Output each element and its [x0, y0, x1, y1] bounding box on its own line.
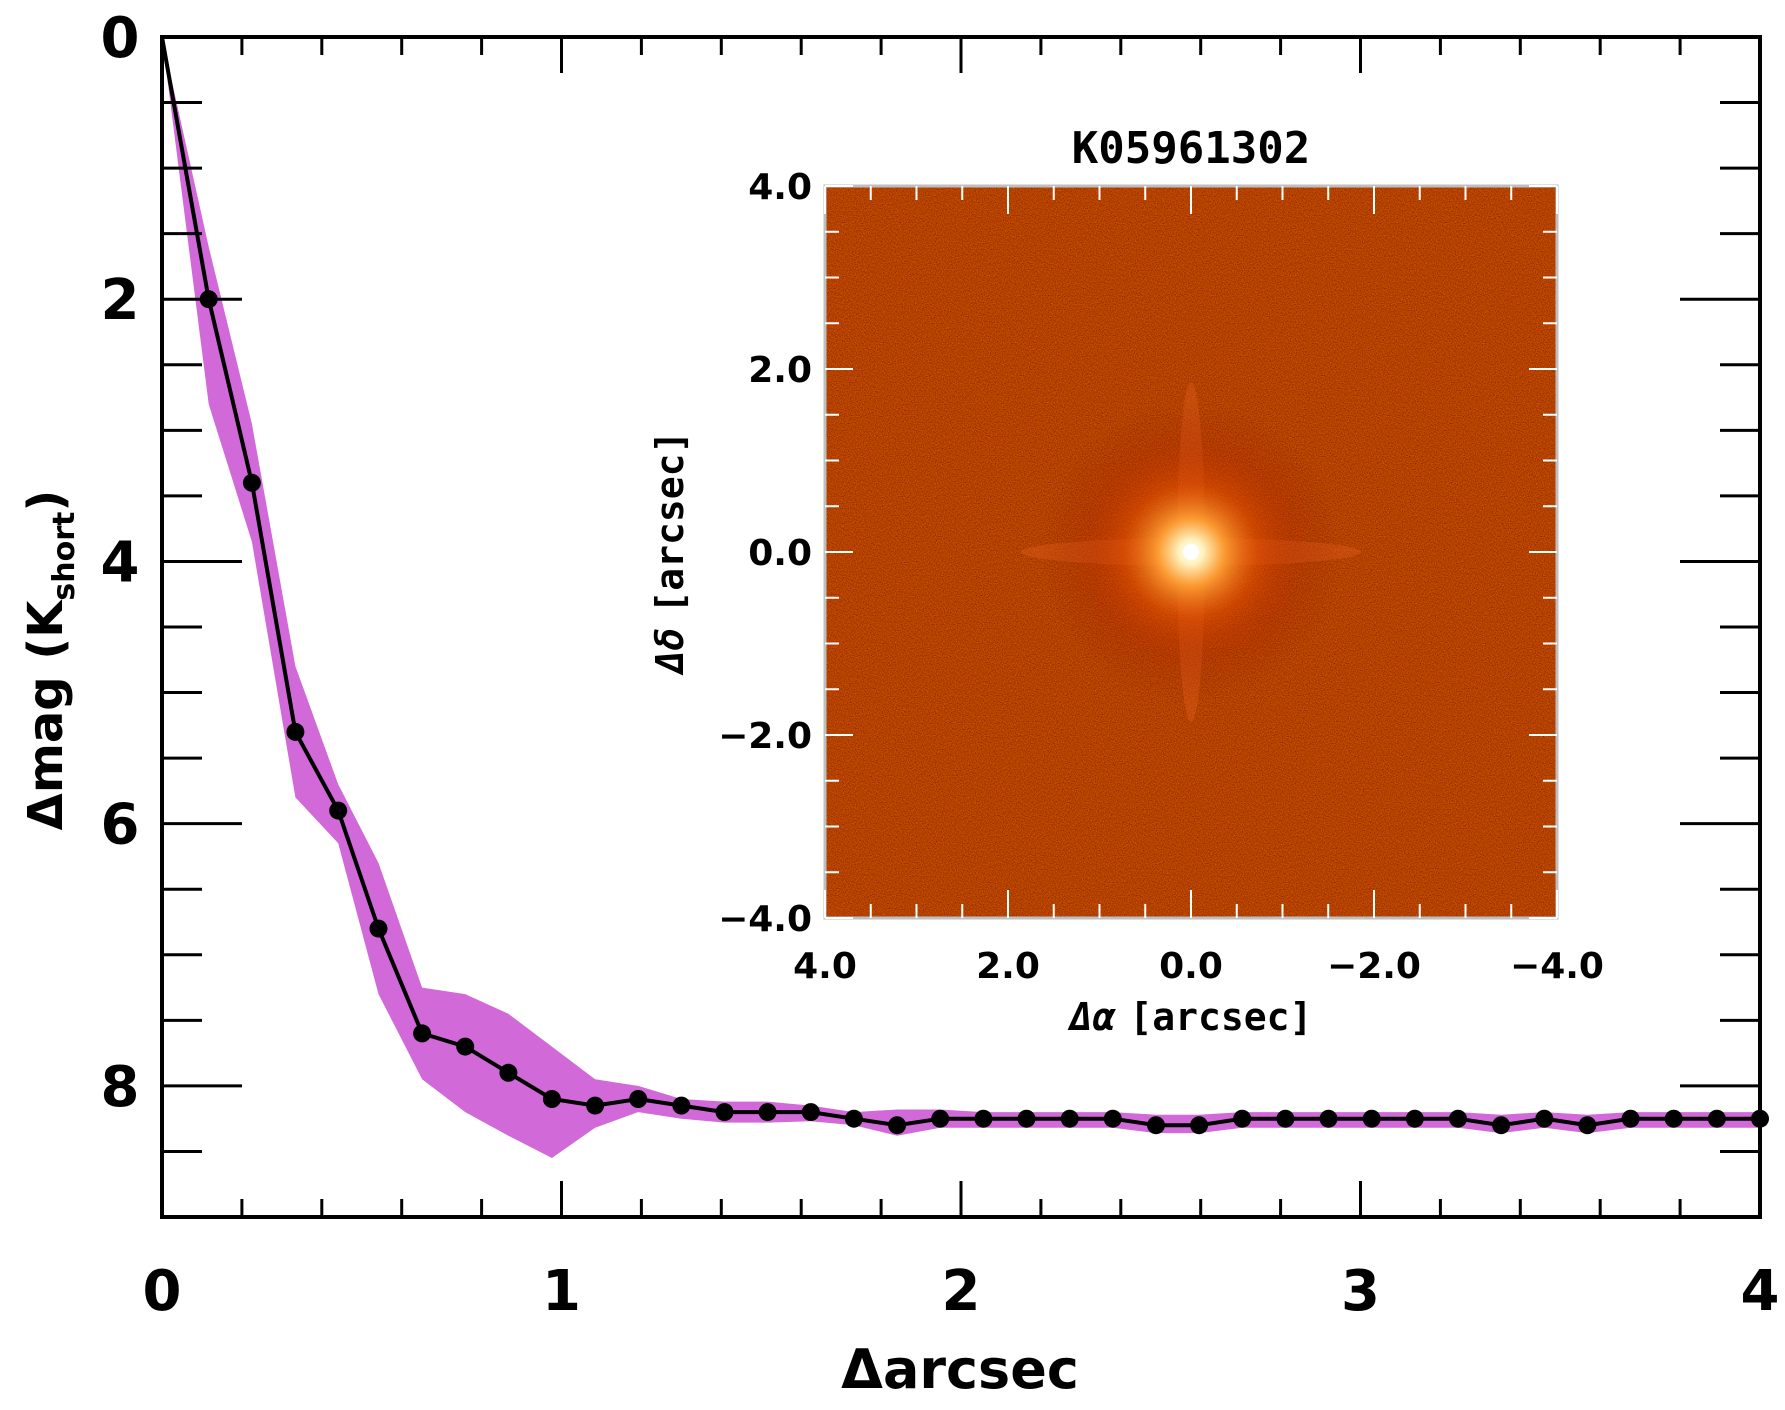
- x-tick-label: 0: [143, 1259, 182, 1324]
- data-point: [456, 1037, 475, 1056]
- inset-x-tick-label: 2.0: [976, 946, 1040, 987]
- data-point: [629, 1090, 648, 1108]
- inset-y-tick-label: 0.0: [748, 533, 812, 574]
- data-point: [1449, 1109, 1467, 1128]
- x-axis-label: Δarcsec: [841, 1338, 1079, 1401]
- data-point: [586, 1096, 605, 1115]
- y-tick-labels: 0 2 4 6 8: [101, 6, 140, 1120]
- inset-y-axis-label: Δδ[arcsec]: [648, 431, 692, 677]
- data-point: [542, 1090, 561, 1108]
- y-tick-label: 6: [101, 793, 140, 858]
- data-point: [329, 801, 348, 820]
- data-point: [1535, 1109, 1554, 1128]
- inset-image: [823, 184, 1559, 920]
- data-point: [888, 1116, 907, 1135]
- data-point: [1362, 1109, 1381, 1128]
- data-point: [1190, 1116, 1209, 1135]
- data-point: [1578, 1116, 1597, 1135]
- data-point: [413, 1024, 432, 1043]
- data-point: [1405, 1109, 1424, 1128]
- inset-x-tick-label: 4.0: [793, 946, 857, 987]
- data-point: [715, 1103, 734, 1122]
- data-point: [1233, 1109, 1252, 1128]
- data-point: [499, 1063, 518, 1082]
- axis-ticks: [160, 35, 1762, 1219]
- data-point: [758, 1103, 777, 1122]
- inset-x-axis-label: Δα [arcsec]: [1067, 995, 1313, 1039]
- x-tick-label: 2: [942, 1259, 981, 1324]
- x-tick-labels: 0 1 2 3 4: [143, 1259, 1780, 1324]
- x-tick-label: 4: [1741, 1259, 1780, 1324]
- inset-y-tick-labels: 4.0 2.0 0.0 −2.0 −4.0: [718, 167, 812, 940]
- inset-x-tick-label: −2.0: [1327, 946, 1421, 987]
- y-tick-label: 2: [101, 268, 140, 333]
- x-tick-label: 1: [542, 1259, 581, 1324]
- data-point: [1276, 1109, 1295, 1128]
- data-point: [1017, 1109, 1036, 1128]
- data-point: [286, 722, 305, 741]
- x-tick-label: 3: [1341, 1259, 1380, 1324]
- inset-y-tick-label: 4.0: [748, 167, 812, 208]
- data-point: [1664, 1109, 1683, 1128]
- inset-title: K05961302: [1072, 123, 1310, 174]
- data-point: [1147, 1116, 1165, 1135]
- inset-axis-ticks: [824, 185, 1558, 919]
- y-tick-label: 8: [101, 1055, 140, 1120]
- data-point: [844, 1109, 863, 1128]
- psf-core: [1183, 544, 1199, 560]
- data-point: [1621, 1109, 1640, 1128]
- y-tick-label: 0: [101, 6, 140, 71]
- y-tick-label: 4: [101, 530, 140, 595]
- data-point: [1707, 1109, 1726, 1128]
- data-point: [1319, 1109, 1338, 1128]
- data-point: [931, 1109, 950, 1128]
- data-point: [1492, 1116, 1511, 1135]
- inset-x-tick-labels: 4.0 2.0 0.0 −2.0 −4.0: [793, 946, 1604, 987]
- data-point: [672, 1096, 691, 1115]
- data-point: [974, 1109, 993, 1128]
- data-point: [801, 1103, 820, 1122]
- inset-x-tick-label: 0.0: [1159, 946, 1223, 987]
- y-axis-label: Δmag (Kshort): [18, 490, 82, 831]
- inset-y-tick-label: 2.0: [748, 350, 812, 391]
- data-point: [242, 473, 261, 492]
- data-point: [1060, 1109, 1079, 1128]
- data-point: [369, 919, 388, 938]
- data-point: [1103, 1109, 1122, 1128]
- contrast-curve-points: [199, 290, 1769, 1135]
- inset-x-tick-label: −4.0: [1510, 946, 1604, 987]
- inset-y-tick-label: −4.0: [718, 899, 812, 940]
- inset-y-tick-label: −2.0: [718, 716, 812, 757]
